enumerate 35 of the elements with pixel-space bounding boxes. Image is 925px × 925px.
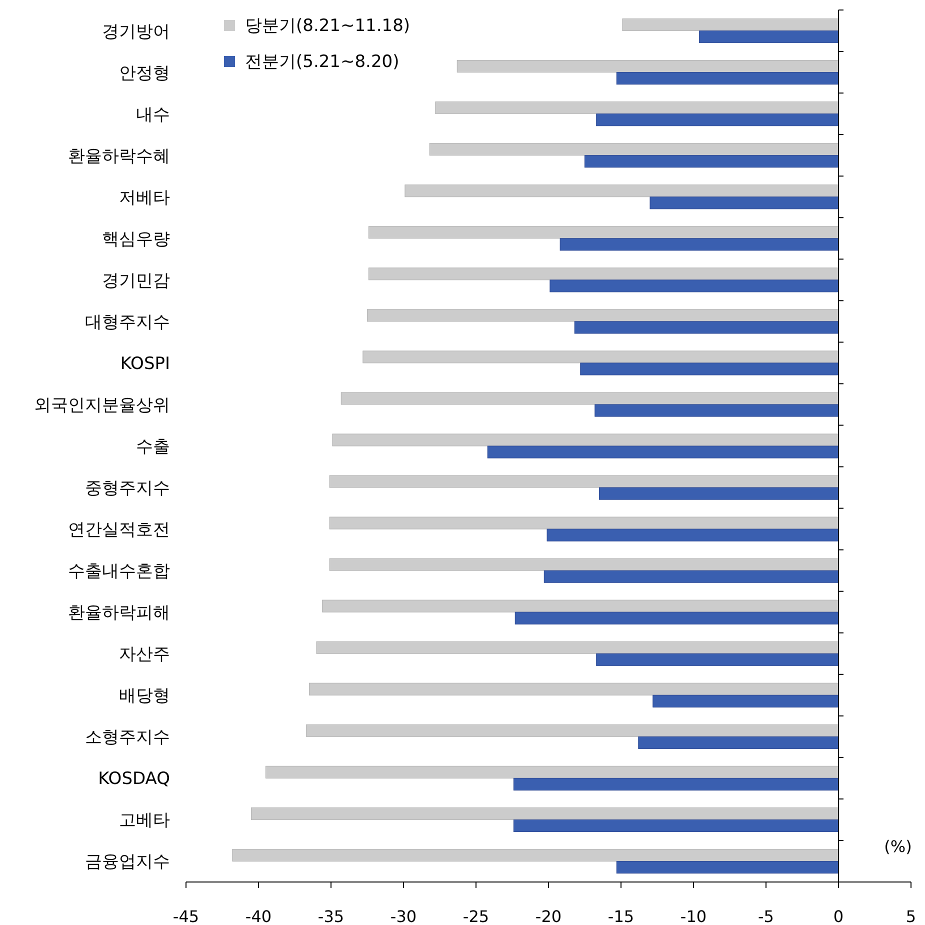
y-tick-label: KOSDAQ <box>98 769 170 790</box>
y-tick-label: 경기민감 <box>102 270 170 291</box>
annotation: (%) <box>884 837 912 856</box>
y-tick-label: 환율하락피해 <box>68 603 170 624</box>
y-tick-label: 환율하락수혜 <box>68 146 170 166</box>
y-tick-label: 내수 <box>136 104 170 125</box>
x-tick-label: 0 <box>833 907 844 925</box>
y-tick-label: 외국인지분율상위 <box>34 395 170 416</box>
x-tick-label: -40 <box>245 907 272 925</box>
x-tick-label: -20 <box>535 907 562 925</box>
x-tick-label: -10 <box>680 907 707 925</box>
x-tick-label: -30 <box>390 907 417 925</box>
legend-label: 전분기(5.21~8.20) <box>245 52 400 72</box>
x-tick-label: -15 <box>608 907 634 925</box>
y-tick-label: 수출 <box>136 437 170 457</box>
x-tick-label: -25 <box>462 907 490 925</box>
y-tick-label: 금융업지수 <box>85 852 170 872</box>
x-tick-label: -35 <box>318 907 344 925</box>
x-tick-label: -5 <box>758 907 774 925</box>
y-tick-label: 핵심우량 <box>102 229 170 250</box>
y-tick-label: 대형주지수 <box>85 312 170 332</box>
y-tick-label: 경기방어 <box>102 22 170 42</box>
y-tick-label: 자산주 <box>119 644 170 665</box>
y-tick-label: 수출내수혼합 <box>68 562 170 582</box>
y-tick-label: 고베타 <box>119 810 170 831</box>
legend-label: 당분기(8.21~11.18) <box>245 16 410 36</box>
y-tick-label: 저베타 <box>119 188 170 208</box>
x-tick-label: 5 <box>906 907 916 925</box>
y-tick-label: 배당형 <box>119 686 170 706</box>
y-tick-label: KOSPI <box>120 354 170 374</box>
y-tick-label: 소형주지수 <box>85 728 170 748</box>
x-tick-label: -45 <box>172 907 200 925</box>
y-tick-label: 연간실적호전 <box>68 520 170 540</box>
y-tick-label: 안정형 <box>119 63 170 84</box>
y-tick-label: 중형주지수 <box>85 478 170 499</box>
